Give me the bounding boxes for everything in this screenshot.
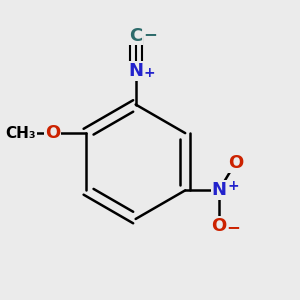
Text: O: O <box>228 154 243 172</box>
Text: CH₃: CH₃ <box>6 126 36 141</box>
Text: −: − <box>226 218 240 236</box>
Text: N: N <box>212 182 226 200</box>
Text: +: + <box>227 179 239 193</box>
Text: +: + <box>144 66 155 80</box>
Text: O: O <box>211 217 226 235</box>
Text: N: N <box>128 62 143 80</box>
Text: C: C <box>129 26 142 44</box>
Text: O: O <box>45 124 60 142</box>
Text: −: − <box>143 25 157 43</box>
